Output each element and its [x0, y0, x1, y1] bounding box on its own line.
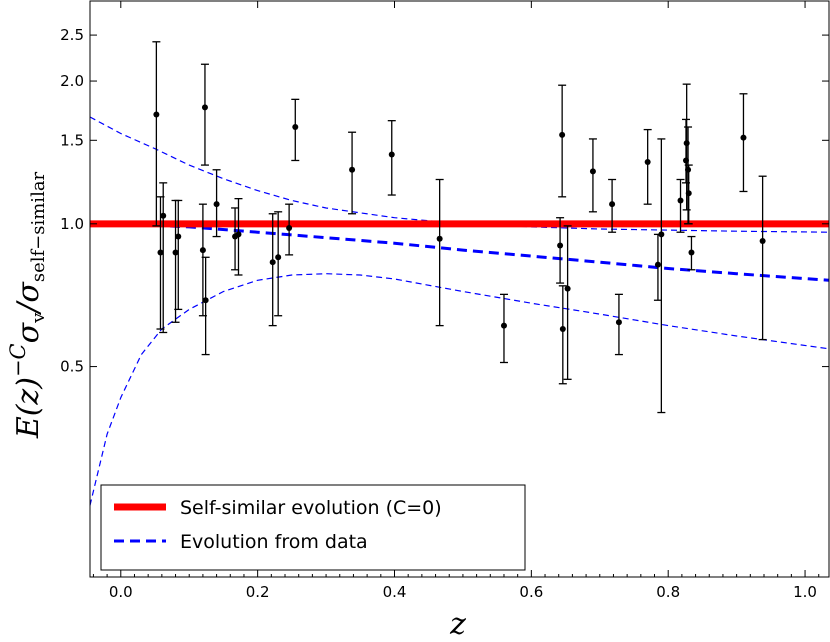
y-tick-label: 1.5 [60, 131, 84, 149]
point-marker [589, 168, 596, 175]
x-tick-label: 0.2 [246, 583, 270, 601]
point-marker [269, 259, 276, 266]
legend: Self-similar evolution (C=0) Evolution f… [100, 484, 526, 571]
point-marker [644, 159, 651, 166]
data-point [608, 178, 617, 233]
point-marker [286, 224, 293, 231]
data-point [676, 178, 685, 233]
point-marker [557, 242, 564, 249]
x-tick-label: 0.4 [383, 583, 407, 601]
y-tick-label: 1.0 [60, 215, 84, 233]
y-label-exponent: −C [6, 343, 30, 377]
data-point [499, 293, 508, 364]
data-point [268, 213, 277, 327]
data-point [435, 178, 444, 327]
point-marker [235, 231, 242, 238]
data-point [387, 120, 396, 196]
point-marker [685, 190, 692, 197]
data-point [739, 93, 748, 193]
point-marker [153, 111, 160, 118]
point-marker [677, 197, 684, 204]
point-marker [213, 201, 220, 208]
data-point [348, 131, 357, 215]
data-point [657, 138, 666, 414]
axis-ticks: 0.0 0.2 0.4 0.6 0.8 1.0 0.5 1.0 1.5 2.0 2.5 [60, 1, 829, 601]
y-label-sub-v: v [28, 312, 49, 324]
point-marker [349, 166, 356, 173]
data-point [558, 84, 567, 198]
x-tick-label: 0.6 [519, 583, 543, 601]
point-marker [160, 212, 167, 219]
point-marker [683, 140, 690, 147]
point-marker [202, 297, 209, 304]
point-marker [740, 134, 747, 141]
y-label-slash: / [11, 300, 46, 316]
point-marker [654, 261, 661, 268]
point-marker [172, 249, 179, 256]
data-point [285, 203, 294, 256]
point-marker [564, 285, 571, 292]
data-point [643, 128, 652, 205]
data-point [234, 197, 243, 276]
data-point [152, 41, 161, 227]
point-marker [559, 326, 566, 333]
point-marker [559, 131, 566, 138]
data-points [152, 41, 767, 414]
x-axis-label: z [449, 607, 466, 642]
point-marker [157, 249, 164, 256]
data-point [563, 225, 572, 380]
data-point [684, 164, 693, 225]
svg-text:E(z)−Cσv/σself−similar: E(z)−Cσv/σself−similar [6, 171, 49, 439]
plot-frame [89, 0, 830, 578]
point-marker [615, 319, 622, 326]
data-point [274, 211, 283, 317]
upper-bound-curve [89, 116, 830, 233]
data-point [201, 256, 210, 356]
point-marker [201, 104, 208, 111]
point-marker [275, 254, 282, 261]
y-label-base: E(z) [11, 377, 46, 439]
data-point [758, 175, 767, 341]
data-point [291, 98, 300, 162]
point-marker [688, 249, 695, 256]
data-point [212, 169, 221, 238]
legend-evolution-label: Evolution from data [180, 531, 368, 553]
x-tick-label: 0.8 [656, 583, 680, 601]
point-marker [658, 231, 665, 238]
y-tick-label: 2.5 [60, 26, 84, 44]
legend-self-similar-label: Self-similar evolution (C=0) [180, 497, 442, 519]
point-marker [609, 201, 616, 208]
y-label-sub-self-similar: self−similar [28, 171, 49, 282]
lower-bound-curve [89, 273, 830, 506]
point-marker [500, 322, 507, 329]
y-axis-label: E(z)−Cσv/σself−similar [6, 171, 49, 439]
data-point [614, 293, 623, 356]
data-point [174, 199, 183, 311]
data-point [200, 63, 209, 166]
data-point [556, 217, 565, 284]
point-marker [436, 235, 443, 242]
x-tick-label: 1.0 [793, 583, 817, 601]
y-label-sigma-v: σ [11, 321, 46, 343]
data-point [159, 182, 168, 334]
data-point [558, 285, 567, 385]
data-point [588, 138, 597, 213]
y-tick-label: 2.0 [60, 72, 84, 90]
point-marker [759, 237, 766, 244]
data-point [687, 235, 696, 271]
y-tick-label: 0.5 [60, 358, 84, 376]
point-marker [199, 247, 206, 254]
legend-box [100, 484, 526, 571]
x-tick-label: 0.0 [109, 583, 133, 601]
y-label-sigma-ss: σ [11, 281, 46, 303]
point-marker [175, 233, 182, 240]
point-marker [388, 151, 395, 158]
point-marker [685, 166, 692, 173]
data-point [653, 233, 662, 301]
point-marker [292, 124, 299, 131]
